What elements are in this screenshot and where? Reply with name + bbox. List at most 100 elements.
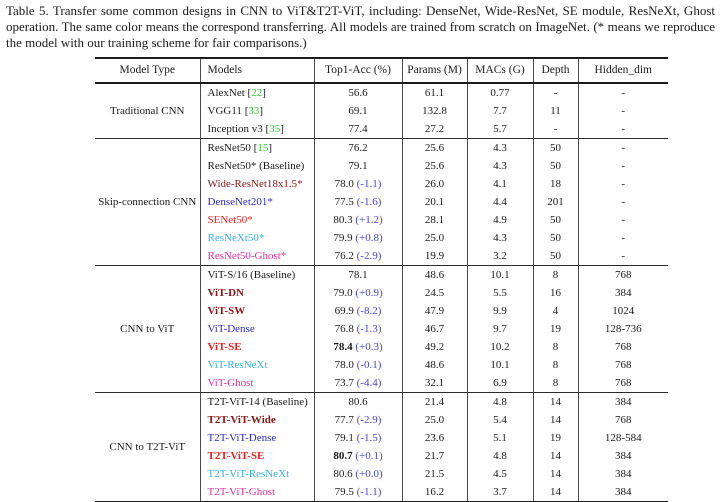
acc-delta: (+1.2) bbox=[352, 213, 383, 226]
params-cell: 26.0 bbox=[401, 174, 467, 193]
macs-cell: 3.7 bbox=[466, 482, 533, 502]
params-cell: 25.0 bbox=[401, 410, 467, 429]
macs-cell: 4.3 bbox=[466, 228, 533, 247]
table-row: T2T-ViT-ResNeXt 80.6 (+0.0) 21.5 4.5 14 384 bbox=[95, 464, 668, 483]
hidden-dim-cell: - bbox=[577, 192, 668, 211]
acc-value: 80.6 bbox=[333, 467, 353, 480]
table-row: ViT-Dense 76.8 (-1.3) 46.7 9.7 19 128-736 bbox=[95, 319, 668, 338]
macs-cell: 4.8 bbox=[466, 446, 533, 465]
col-header-macs: MACs (G) bbox=[466, 57, 533, 84]
model-cell: ResNet50* (Baseline) bbox=[199, 156, 314, 175]
col-header-hidden-dim: Hidden_dim bbox=[577, 57, 668, 84]
macs-cell: 3.2 bbox=[466, 246, 533, 266]
depth-cell: 14 bbox=[532, 482, 578, 502]
top1-acc-cell: 76.2 bbox=[313, 137, 402, 157]
table-row: ResNet50* (Baseline) 79.1 25.6 4.3 50- bbox=[95, 156, 668, 175]
params-cell: 27.2 bbox=[401, 119, 467, 139]
hidden-dim-cell: - bbox=[577, 174, 668, 193]
macs-cell: 4.1 bbox=[466, 174, 533, 193]
table-row: Wide-ResNet18x1.5* 78.0 (-1.1) 26.0 4.1 18- bbox=[95, 174, 668, 193]
top1-acc-cell: 77.5 (-1.6) bbox=[313, 192, 402, 211]
params-cell: 28.1 bbox=[401, 210, 467, 229]
params-cell: 21.5 bbox=[401, 464, 467, 483]
acc-value: 78.0 bbox=[334, 177, 354, 190]
params-cell: 20.1 bbox=[401, 192, 467, 211]
model-cell: ResNeXt50* bbox=[199, 228, 314, 247]
macs-cell: 4.9 bbox=[466, 210, 533, 229]
top1-acc-cell: 79.5 (-1.1) bbox=[313, 482, 402, 502]
model-name: Inception v3 bbox=[207, 122, 263, 135]
depth-cell: 50 bbox=[532, 246, 578, 266]
acc-value: 79.1 bbox=[348, 159, 368, 172]
table-row: Inception v3 [35] 77.4 27.2 5.7- - bbox=[95, 119, 668, 139]
acc-value: 80.3 bbox=[333, 213, 353, 226]
model-cell: T2T-ViT-SE bbox=[199, 446, 314, 465]
params-cell: 16.2 bbox=[401, 482, 467, 502]
acc-delta: (-8.2) bbox=[353, 304, 382, 317]
citation-ref: 15 bbox=[257, 141, 269, 154]
hidden-dim-cell: 768 bbox=[577, 355, 668, 374]
top1-acc-cell: 69.1 bbox=[313, 101, 402, 120]
top1-acc-cell: 79.9 (+0.8) bbox=[313, 228, 402, 247]
acc-value: 76.8 bbox=[334, 322, 354, 335]
top1-acc-cell: 77.7 (-2.9) bbox=[313, 410, 402, 429]
hidden-dim-cell: - bbox=[577, 119, 668, 139]
top1-acc-cell: 78.0 (-0.1) bbox=[313, 355, 402, 374]
table-row: VGG11 [33] 69.1 132.8 7.7 11- bbox=[95, 101, 668, 120]
acc-delta: (+0.9) bbox=[352, 286, 383, 299]
table-row: CNN to ViT ViT-S/16 (Baseline) 78.1 48.6 10.… bbox=[95, 264, 668, 393]
model-cell: ViT-SW bbox=[199, 301, 314, 320]
model-type-cell: Skip-connection CNN bbox=[95, 137, 200, 266]
model-cell: Wide-ResNet18x1.5* bbox=[199, 174, 314, 193]
acc-value: 76.2 bbox=[334, 249, 354, 262]
depth-cell: 8 bbox=[532, 337, 578, 356]
top1-acc-cell: 78.1 bbox=[313, 264, 402, 284]
results-table: Model Type Models Top1-Acc (%) Params (M… bbox=[95, 56, 668, 502]
top1-acc-cell: 79.1 (-1.5) bbox=[313, 428, 402, 447]
macs-cell: 10.1 bbox=[466, 264, 533, 284]
hidden-dim-cell: - bbox=[577, 82, 668, 102]
macs-cell: 5.5 bbox=[466, 283, 533, 302]
depth-cell: 11 bbox=[532, 101, 578, 120]
model-name: VGG11 bbox=[207, 104, 242, 117]
params-cell: 21.4 bbox=[401, 391, 467, 411]
model-cell: T2T-ViT-Dense bbox=[199, 428, 314, 447]
col-header-params: Params (M) bbox=[401, 57, 467, 84]
table-row: ViT-SE 78.4 (+0.3) 49.2 10.2 8 768 bbox=[95, 337, 668, 356]
macs-cell: 5.1 bbox=[466, 428, 533, 447]
depth-cell: 8 bbox=[532, 355, 578, 374]
table-row: T2T-ViT-Wide 77.7 (-2.9) 25.0 5.4 14 768 bbox=[95, 410, 668, 429]
acc-delta: (-1.3) bbox=[353, 322, 382, 335]
params-cell: 49.2 bbox=[401, 337, 467, 356]
hidden-dim-cell: 384 bbox=[577, 391, 668, 411]
acc-value: 78.1 bbox=[348, 268, 368, 281]
model-name: ResNet50* (Baseline) bbox=[207, 159, 305, 172]
model-name: Wide-ResNet18x1.5* bbox=[207, 177, 303, 190]
macs-cell: 7.7 bbox=[466, 101, 533, 120]
top1-acc-cell: 77.4 bbox=[313, 119, 402, 139]
table-row: ViT-ResNeXt 78.0 (-0.1) 48.6 10.1 8 768 bbox=[95, 355, 668, 374]
hidden-dim-cell: 384 bbox=[577, 283, 668, 302]
params-cell: 24.5 bbox=[401, 283, 467, 302]
macs-cell: 5.4 bbox=[466, 410, 533, 429]
macs-cell: 0.77 bbox=[466, 82, 533, 102]
model-name: ResNet50 bbox=[207, 141, 251, 154]
model-cell: ViT-Ghost bbox=[199, 373, 314, 393]
col-header-top1-acc: Top1-Acc (%) bbox=[313, 57, 402, 84]
macs-cell: 4.8 bbox=[466, 391, 533, 411]
macs-cell: 9.7 bbox=[466, 319, 533, 338]
params-cell: 132.8 bbox=[401, 101, 467, 120]
acc-delta: (-2.9) bbox=[353, 413, 382, 426]
model-cell: SENet50* bbox=[199, 210, 314, 229]
top1-acc-cell: 78.0 (-1.1) bbox=[313, 174, 402, 193]
model-cell: T2T-ViT-ResNeXt bbox=[199, 464, 314, 483]
model-name: T2T-ViT-ResNeXt bbox=[207, 467, 290, 480]
macs-cell: 4.4 bbox=[466, 192, 533, 211]
acc-value: 73.7 bbox=[334, 376, 354, 389]
model-cell: T2T-ViT-14 (Baseline) bbox=[199, 391, 314, 411]
acc-delta: (-2.9) bbox=[353, 249, 382, 262]
table-row: CNN to T2T-ViT T2T-ViT-14 (Baseline) 80.6 2… bbox=[95, 391, 668, 502]
params-cell: 46.7 bbox=[401, 319, 467, 338]
depth-cell: 19 bbox=[532, 319, 578, 338]
macs-cell: 4.3 bbox=[466, 156, 533, 175]
